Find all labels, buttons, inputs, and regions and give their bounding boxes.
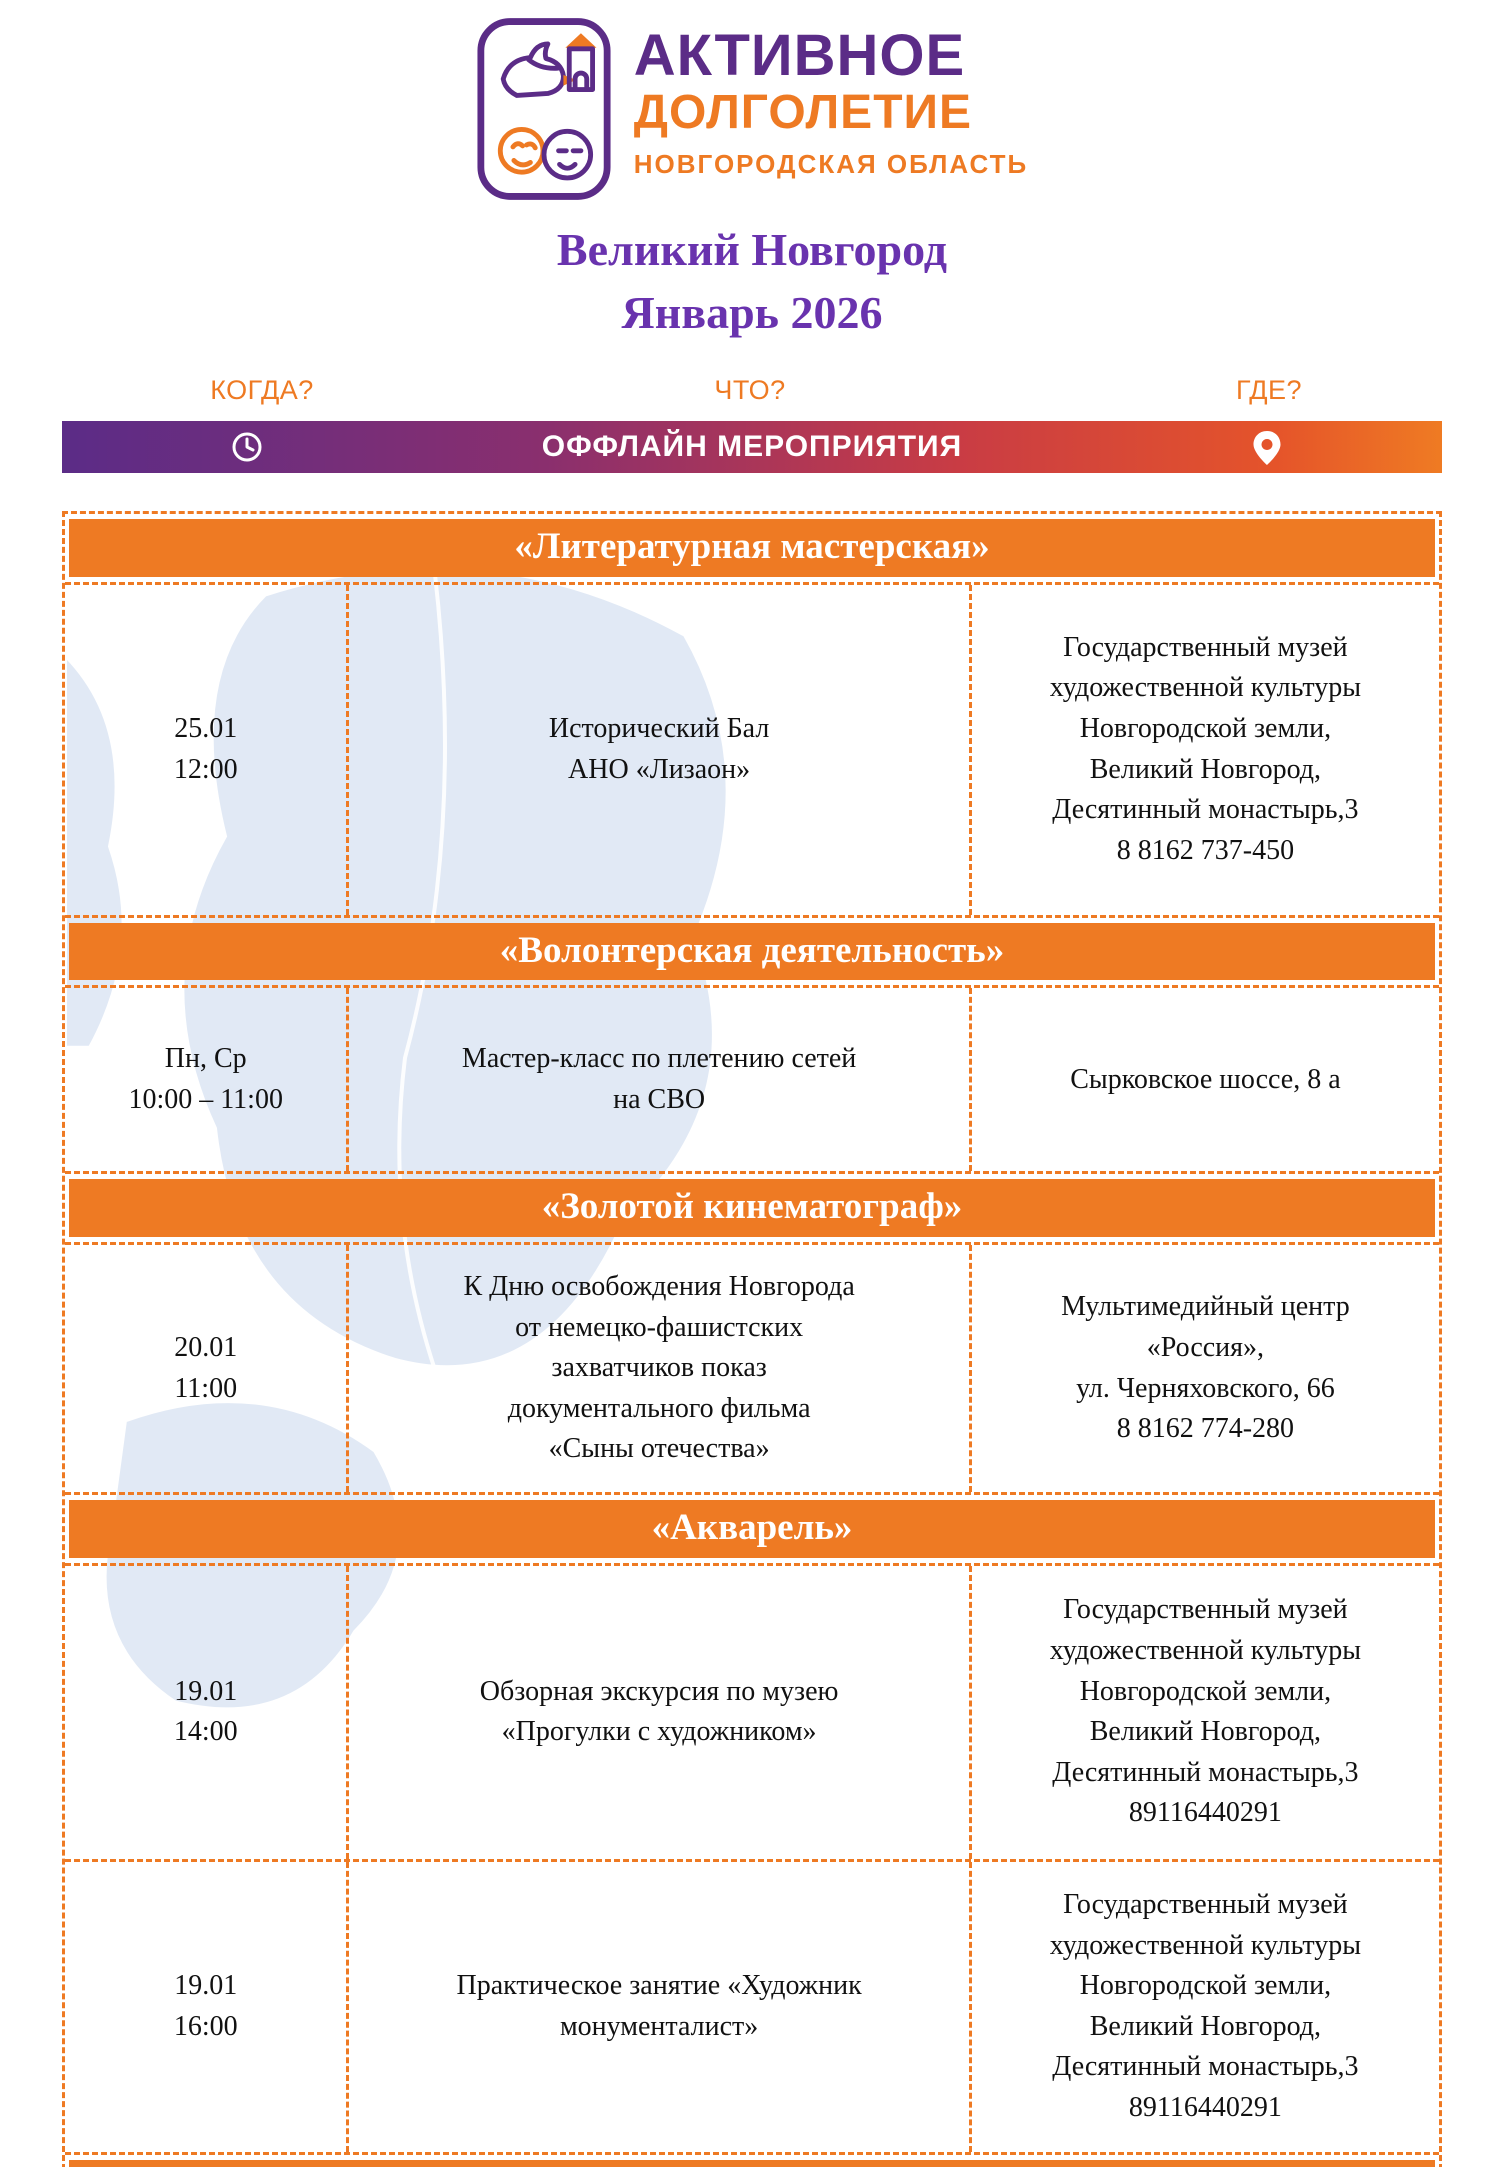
event-when-cell: 25.01 12:00 xyxy=(65,584,350,915)
table-row: Пн, Ср 10:00 – 11:00 Мастер-класс по пле… xyxy=(65,988,1439,1175)
page-title-city: Великий Новгород xyxy=(556,224,948,275)
event-when-cell: 20.01 11:00 xyxy=(65,1245,350,1492)
event-where-cell: Сырковское шоссе, 8 а xyxy=(1070,1063,1341,1095)
column-header-what: ЧТО? xyxy=(714,374,786,405)
events-table: «Литературная мастерская» 25.01 12:00 Ис… xyxy=(62,510,1442,2167)
event-where-cell: Мультимедийный центр «Россия», ул. Черня… xyxy=(1061,1291,1350,1445)
poster-content: АКТИВНОЕ ДОЛГОЛЕТИЕ НОВГОРОДСКАЯ ОБЛАСТЬ… xyxy=(62,0,1442,2167)
logo: АКТИВНОЕ ДОЛГОЛЕТИЕ НОВГОРОДСКАЯ ОБЛАСТЬ xyxy=(62,0,1442,202)
event-where-cell: Государственный музей художественной кул… xyxy=(1049,1888,1362,2123)
event-what-cell: Обзорная экскурсия по музею «Прогулки с … xyxy=(349,1565,972,1859)
table-row: 19.01 14:00 Обзорная экскурсия по музею … xyxy=(65,1565,1439,1862)
banner-title: ОФФЛАЙН МЕРОПРИЯТИЯ xyxy=(541,429,963,463)
event-when-cell: 19.01 16:00 xyxy=(65,1861,350,2152)
brand-line-1: АКТИВНОЕ xyxy=(633,23,966,88)
offline-events-banner: ОФФЛАЙН МЕРОПРИЯТИЯ xyxy=(62,420,1442,473)
table-row: 20.01 11:00 К Дню освобождения Новгорода… xyxy=(65,1245,1439,1495)
page-title: Великий Новгород Январь 2026 xyxy=(62,218,1442,345)
event-where-cell: Государственный музей художественной кул… xyxy=(1049,1594,1362,1829)
table-row: 19.01 16:00 Практическое занятие «Художн… xyxy=(65,1861,1439,2155)
location-pin-icon xyxy=(1253,430,1281,465)
brand-line-2: ДОЛГОЛЕТИЕ xyxy=(633,86,973,140)
clock-icon xyxy=(232,432,262,462)
section-header: «Золотой кинематограф» xyxy=(69,1179,1435,1237)
column-header-where: ГДЕ? xyxy=(1235,374,1303,405)
table-row: 25.01 12:00 Исторический Бал АНО «Лизаон… xyxy=(65,584,1439,918)
brand-line-3: НОВГОРОДСКАЯ ОБЛАСТЬ xyxy=(633,149,1029,180)
event-what-cell: Практическое занятие «Художник монумента… xyxy=(349,1861,972,2152)
section-header-partial xyxy=(69,2159,1435,2167)
section-band-1: «Литературная мастерская» xyxy=(65,514,1439,585)
column-header-when: КОГДА? xyxy=(210,374,314,405)
column-headers: КОГДА? ЧТО? ГДЕ? xyxy=(62,371,1442,409)
section-header: «Волонтерская деятельность» xyxy=(69,922,1435,981)
event-when-cell: 19.01 14:00 xyxy=(65,1565,350,1859)
logo-text: АКТИВНОЕ ДОЛГОЛЕТИЕ НОВГОРОДСКАЯ ОБЛАСТЬ xyxy=(634,16,1028,180)
section-header: «Литературная мастерская» xyxy=(69,518,1435,577)
event-what-cell: Мастер-класс по плетению сетей на СВО xyxy=(349,988,972,1172)
event-when-cell: Пн, Ср 10:00 – 11:00 xyxy=(65,988,350,1172)
section-band-4: «Акварель» xyxy=(65,1495,1439,1566)
section-band-3: «Золотой кинематограф» xyxy=(65,1174,1439,1245)
page-title-month: Январь 2026 xyxy=(621,287,883,339)
logo-emblem-icon xyxy=(477,18,611,200)
event-what-cell: К Дню освобождения Новгорода от немецко-… xyxy=(349,1245,972,1492)
event-what-cell: Исторический Бал АНО «Лизаон» xyxy=(349,584,972,915)
section-band-2: «Волонтерская деятельность» xyxy=(65,918,1439,989)
event-where-cell: Государственный музей художественной кул… xyxy=(1049,631,1362,866)
section-header: «Акварель» xyxy=(69,1500,1435,1558)
section-band-partial xyxy=(65,2155,1439,2167)
